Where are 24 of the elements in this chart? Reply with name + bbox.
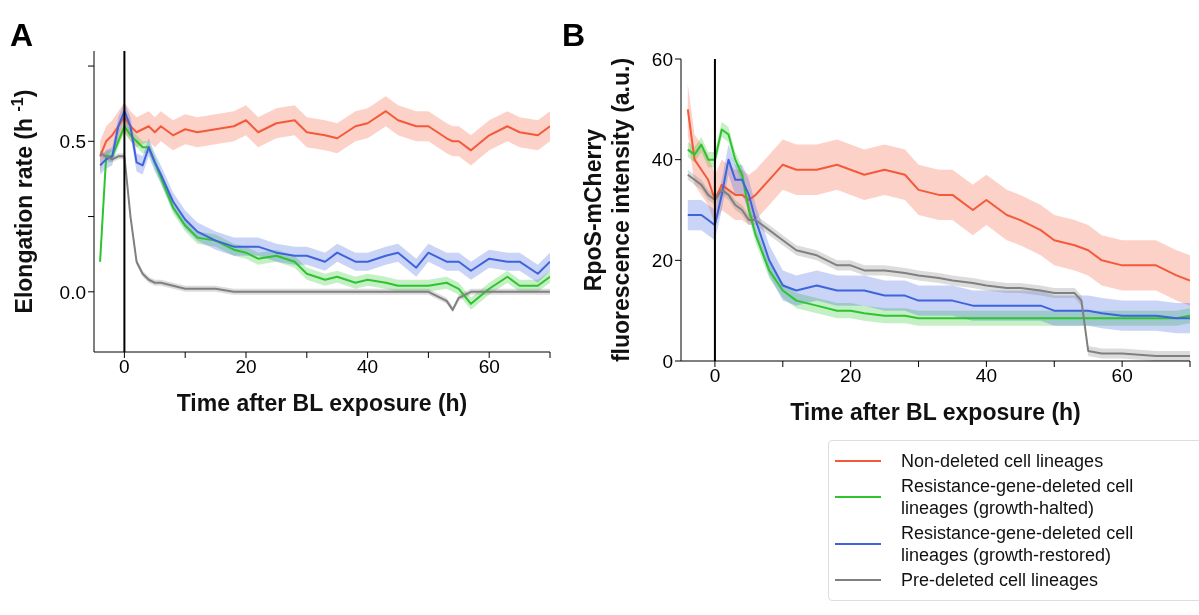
line-series: [99, 110, 550, 158]
line-series: [686, 108, 1190, 282]
y-axis-title: RpoS-mCherry fluorescence intensity (a.u.): [580, 57, 634, 363]
y-tick-label: 0.5: [59, 131, 86, 153]
x-tick-label: 40: [975, 365, 997, 387]
legend-label: Non-deleted cell lineages: [901, 450, 1105, 472]
y-tick-label: 60: [651, 48, 673, 70]
chart-title: B: [562, 17, 586, 53]
x-tick-label: 60: [1111, 365, 1133, 387]
x-tick-label: 40: [357, 356, 379, 378]
x-tick-label: 0: [119, 356, 130, 378]
legend-label: Resistance-gene-deleted cell lineages (growth-restored): [901, 522, 1135, 566]
x-tick-label: 0: [709, 365, 721, 387]
chart-title: A: [10, 17, 34, 53]
legend-label: Resistance-gene-deleted cell lineages (growth-halted): [901, 475, 1135, 519]
y-tick-label: 40: [651, 149, 673, 171]
y-tick-label: 0.0: [59, 281, 86, 303]
x-axis-title: Time after BL exposure (h): [790, 399, 1081, 425]
x-axis-title: Time after BL exposure (h): [176, 390, 468, 416]
x-tick-label: 60: [478, 356, 500, 378]
y-tick-label: 20: [651, 250, 673, 272]
legend-label: Pre-deleted cell lineages: [901, 569, 1100, 591]
x-tick-label: 20: [840, 365, 862, 387]
x-tick-label: 20: [235, 356, 257, 378]
